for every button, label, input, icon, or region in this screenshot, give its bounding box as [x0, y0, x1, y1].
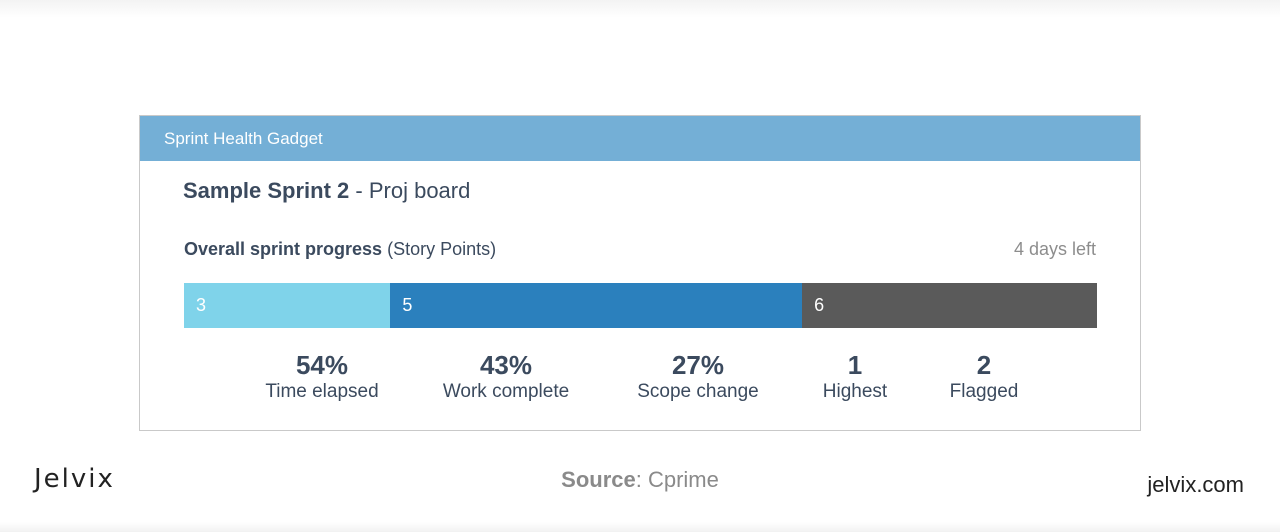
bottom-shadow: [0, 522, 1280, 532]
stat-value: 1: [847, 350, 863, 380]
stat-value: 27%: [671, 350, 725, 380]
stat-flagged[interactable]: 2 Flagged: [950, 350, 1019, 404]
stat-highest[interactable]: 1 Highest: [823, 350, 887, 404]
progress-segment-done[interactable]: 3: [184, 283, 391, 328]
stat-label: Time elapsed: [265, 381, 379, 402]
sprint-stats: 54% Time elapsed 43% Work complete 27% S…: [140, 350, 1140, 410]
sprint-progress-bar: 3 5 6: [184, 283, 1097, 328]
stat-value: 43%: [479, 350, 533, 380]
progress-label-text: Overall sprint progress: [184, 239, 383, 259]
sprint-board: - Proj board: [355, 178, 471, 203]
stat-label: Flagged: [949, 381, 1019, 402]
source-credit: Source: Cprime: [0, 467, 1280, 493]
stat-value: 2: [976, 350, 992, 380]
sprint-health-gadget: Sprint Health Gadget Sample Sprint 2 - P…: [139, 115, 1141, 431]
progress-segment-todo[interactable]: 6: [802, 283, 1097, 328]
jelvix-logo: Jelvix: [34, 464, 115, 494]
progress-label: Overall sprint progress (Story Points): [184, 239, 496, 260]
stat-value: 54%: [295, 350, 349, 380]
stat-label: Scope change: [637, 381, 759, 402]
gadget-header: Sprint Health Gadget: [140, 116, 1140, 161]
footer-url: jelvix.com: [1147, 472, 1244, 497]
progress-segment-in-progress[interactable]: 5: [390, 283, 803, 328]
stat-time-elapsed: 54% Time elapsed: [265, 350, 378, 404]
stat-label: Work complete: [442, 381, 570, 402]
progress-unit: (Story Points): [387, 239, 497, 259]
stat-work-complete: 43% Work complete: [443, 350, 569, 404]
sprint-name[interactable]: Sample Sprint 2: [183, 178, 350, 203]
top-shadow: [0, 0, 1280, 18]
source-value: : Cprime: [635, 467, 719, 492]
sprint-title: Sample Sprint 2 - Proj board: [183, 178, 470, 204]
stat-label: Highest: [822, 381, 888, 402]
stat-scope-change: 27% Scope change: [637, 350, 759, 404]
days-left: 4 days left: [1013, 239, 1096, 259]
source-label: Source: [561, 467, 636, 492]
